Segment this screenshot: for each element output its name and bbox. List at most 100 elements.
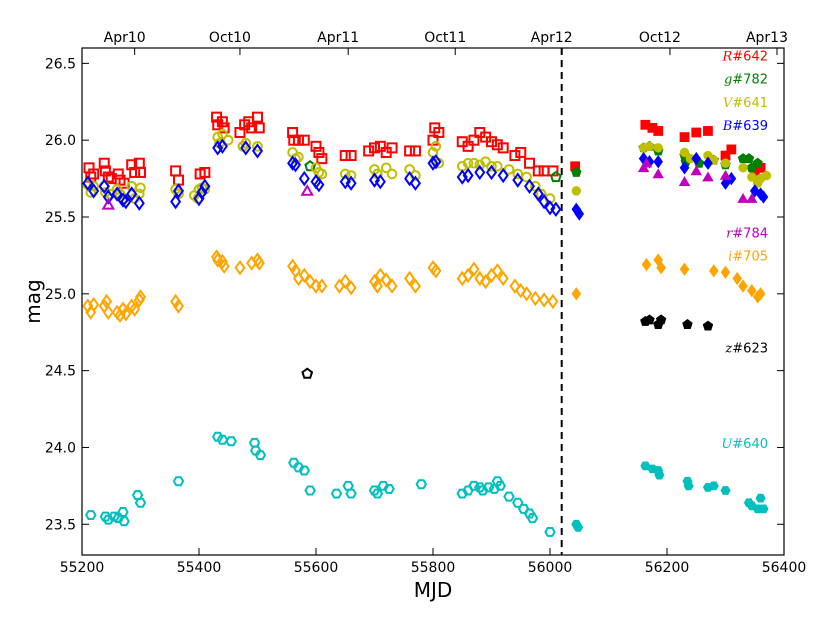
series-V#641 bbox=[82, 128, 772, 204]
data-point bbox=[512, 168, 524, 180]
data-point bbox=[170, 193, 182, 210]
plot-frame: 55200 55400 55600 55800 56000 56200 56400 23.5 2… bbox=[45, 30, 806, 576]
data-point bbox=[369, 142, 380, 154]
data-point bbox=[211, 431, 224, 442]
top-axis-label: Apr10 bbox=[104, 30, 146, 46]
data-point bbox=[708, 481, 719, 491]
data-point bbox=[313, 146, 325, 158]
data-point bbox=[292, 134, 304, 146]
data-point bbox=[404, 270, 416, 287]
data-point bbox=[252, 141, 263, 152]
data-point bbox=[544, 527, 556, 537]
x-tick-label: 55800 bbox=[411, 560, 456, 576]
data-point bbox=[199, 178, 211, 195]
data-point bbox=[702, 320, 714, 331]
data-point bbox=[758, 504, 769, 514]
data-point bbox=[240, 140, 252, 156]
data-point bbox=[655, 314, 667, 325]
data-point bbox=[118, 516, 130, 527]
data-point bbox=[726, 144, 737, 155]
data-point bbox=[409, 175, 422, 191]
data-point bbox=[709, 264, 719, 278]
data-point bbox=[547, 293, 559, 310]
data-point bbox=[679, 147, 690, 158]
data-point bbox=[468, 134, 480, 146]
data-point bbox=[298, 267, 310, 284]
data-point bbox=[386, 168, 398, 180]
data-point bbox=[287, 127, 299, 138]
data-point bbox=[644, 141, 655, 152]
data-point bbox=[135, 182, 146, 194]
legend-label-z: z#623 bbox=[724, 342, 768, 357]
data-point bbox=[108, 511, 120, 522]
data-point bbox=[703, 126, 713, 136]
data-point bbox=[640, 157, 653, 168]
data-point bbox=[738, 163, 748, 173]
data-point bbox=[368, 485, 381, 496]
data-point bbox=[515, 282, 527, 299]
data-point bbox=[491, 476, 504, 487]
data-point bbox=[339, 273, 351, 290]
data-point bbox=[102, 304, 114, 321]
data-point bbox=[474, 270, 486, 287]
data-point bbox=[737, 193, 749, 203]
top-axis-label: Apr12 bbox=[531, 30, 573, 46]
legend-label-V: V#641 bbox=[723, 96, 768, 111]
data-point bbox=[126, 186, 138, 202]
data-point bbox=[120, 306, 132, 322]
data-point bbox=[529, 290, 541, 307]
data-point bbox=[253, 255, 265, 271]
data-point bbox=[88, 296, 100, 313]
data-point bbox=[88, 168, 100, 180]
top-axis-label: Apr13 bbox=[746, 30, 788, 46]
data-point bbox=[117, 192, 129, 208]
data-point bbox=[218, 122, 230, 134]
data-point bbox=[758, 190, 769, 204]
data-point bbox=[468, 157, 480, 169]
data-point bbox=[654, 470, 665, 480]
data-point bbox=[462, 167, 474, 184]
series-B#639 bbox=[82, 138, 769, 221]
data-point bbox=[462, 140, 474, 152]
data-point bbox=[409, 145, 421, 157]
data-point bbox=[574, 207, 585, 221]
legend: R#642 g#782 V#641 B#639 r#784 i#705 z#623 U#640 bbox=[721, 50, 768, 452]
data-point bbox=[199, 166, 211, 178]
data-point bbox=[374, 140, 386, 152]
data-point bbox=[129, 301, 141, 317]
y-tick-label: 26.0 bbox=[45, 133, 76, 149]
data-point bbox=[538, 165, 550, 177]
data-point bbox=[287, 155, 299, 171]
data-point bbox=[521, 171, 532, 183]
data-point bbox=[345, 175, 357, 191]
x-tick-label: 55200 bbox=[60, 560, 105, 576]
legend-label-R: R#642 bbox=[721, 50, 768, 65]
data-point bbox=[222, 134, 234, 146]
data-point bbox=[524, 157, 536, 169]
data-point bbox=[512, 172, 524, 188]
legend-label-i: i#705 bbox=[728, 249, 768, 264]
series-i#705 bbox=[82, 249, 766, 324]
data-point bbox=[732, 271, 742, 286]
data-point bbox=[691, 151, 702, 166]
data-point bbox=[99, 165, 111, 177]
data-point bbox=[249, 445, 262, 456]
data-point bbox=[404, 170, 416, 187]
data-point bbox=[310, 140, 322, 152]
data-point bbox=[494, 480, 507, 491]
data-point bbox=[216, 253, 228, 270]
data-point bbox=[111, 186, 123, 202]
data-point bbox=[289, 157, 302, 173]
data-point bbox=[133, 195, 145, 211]
legend-label-r: r#784 bbox=[726, 226, 768, 241]
data-point bbox=[251, 143, 264, 159]
data-point bbox=[304, 160, 317, 172]
data-point bbox=[480, 273, 492, 290]
data-point bbox=[486, 136, 497, 148]
data-point bbox=[474, 482, 486, 493]
data-point bbox=[339, 168, 351, 180]
data-point bbox=[172, 476, 185, 487]
data-point bbox=[371, 488, 384, 499]
data-point bbox=[216, 138, 228, 155]
data-point bbox=[339, 150, 351, 162]
